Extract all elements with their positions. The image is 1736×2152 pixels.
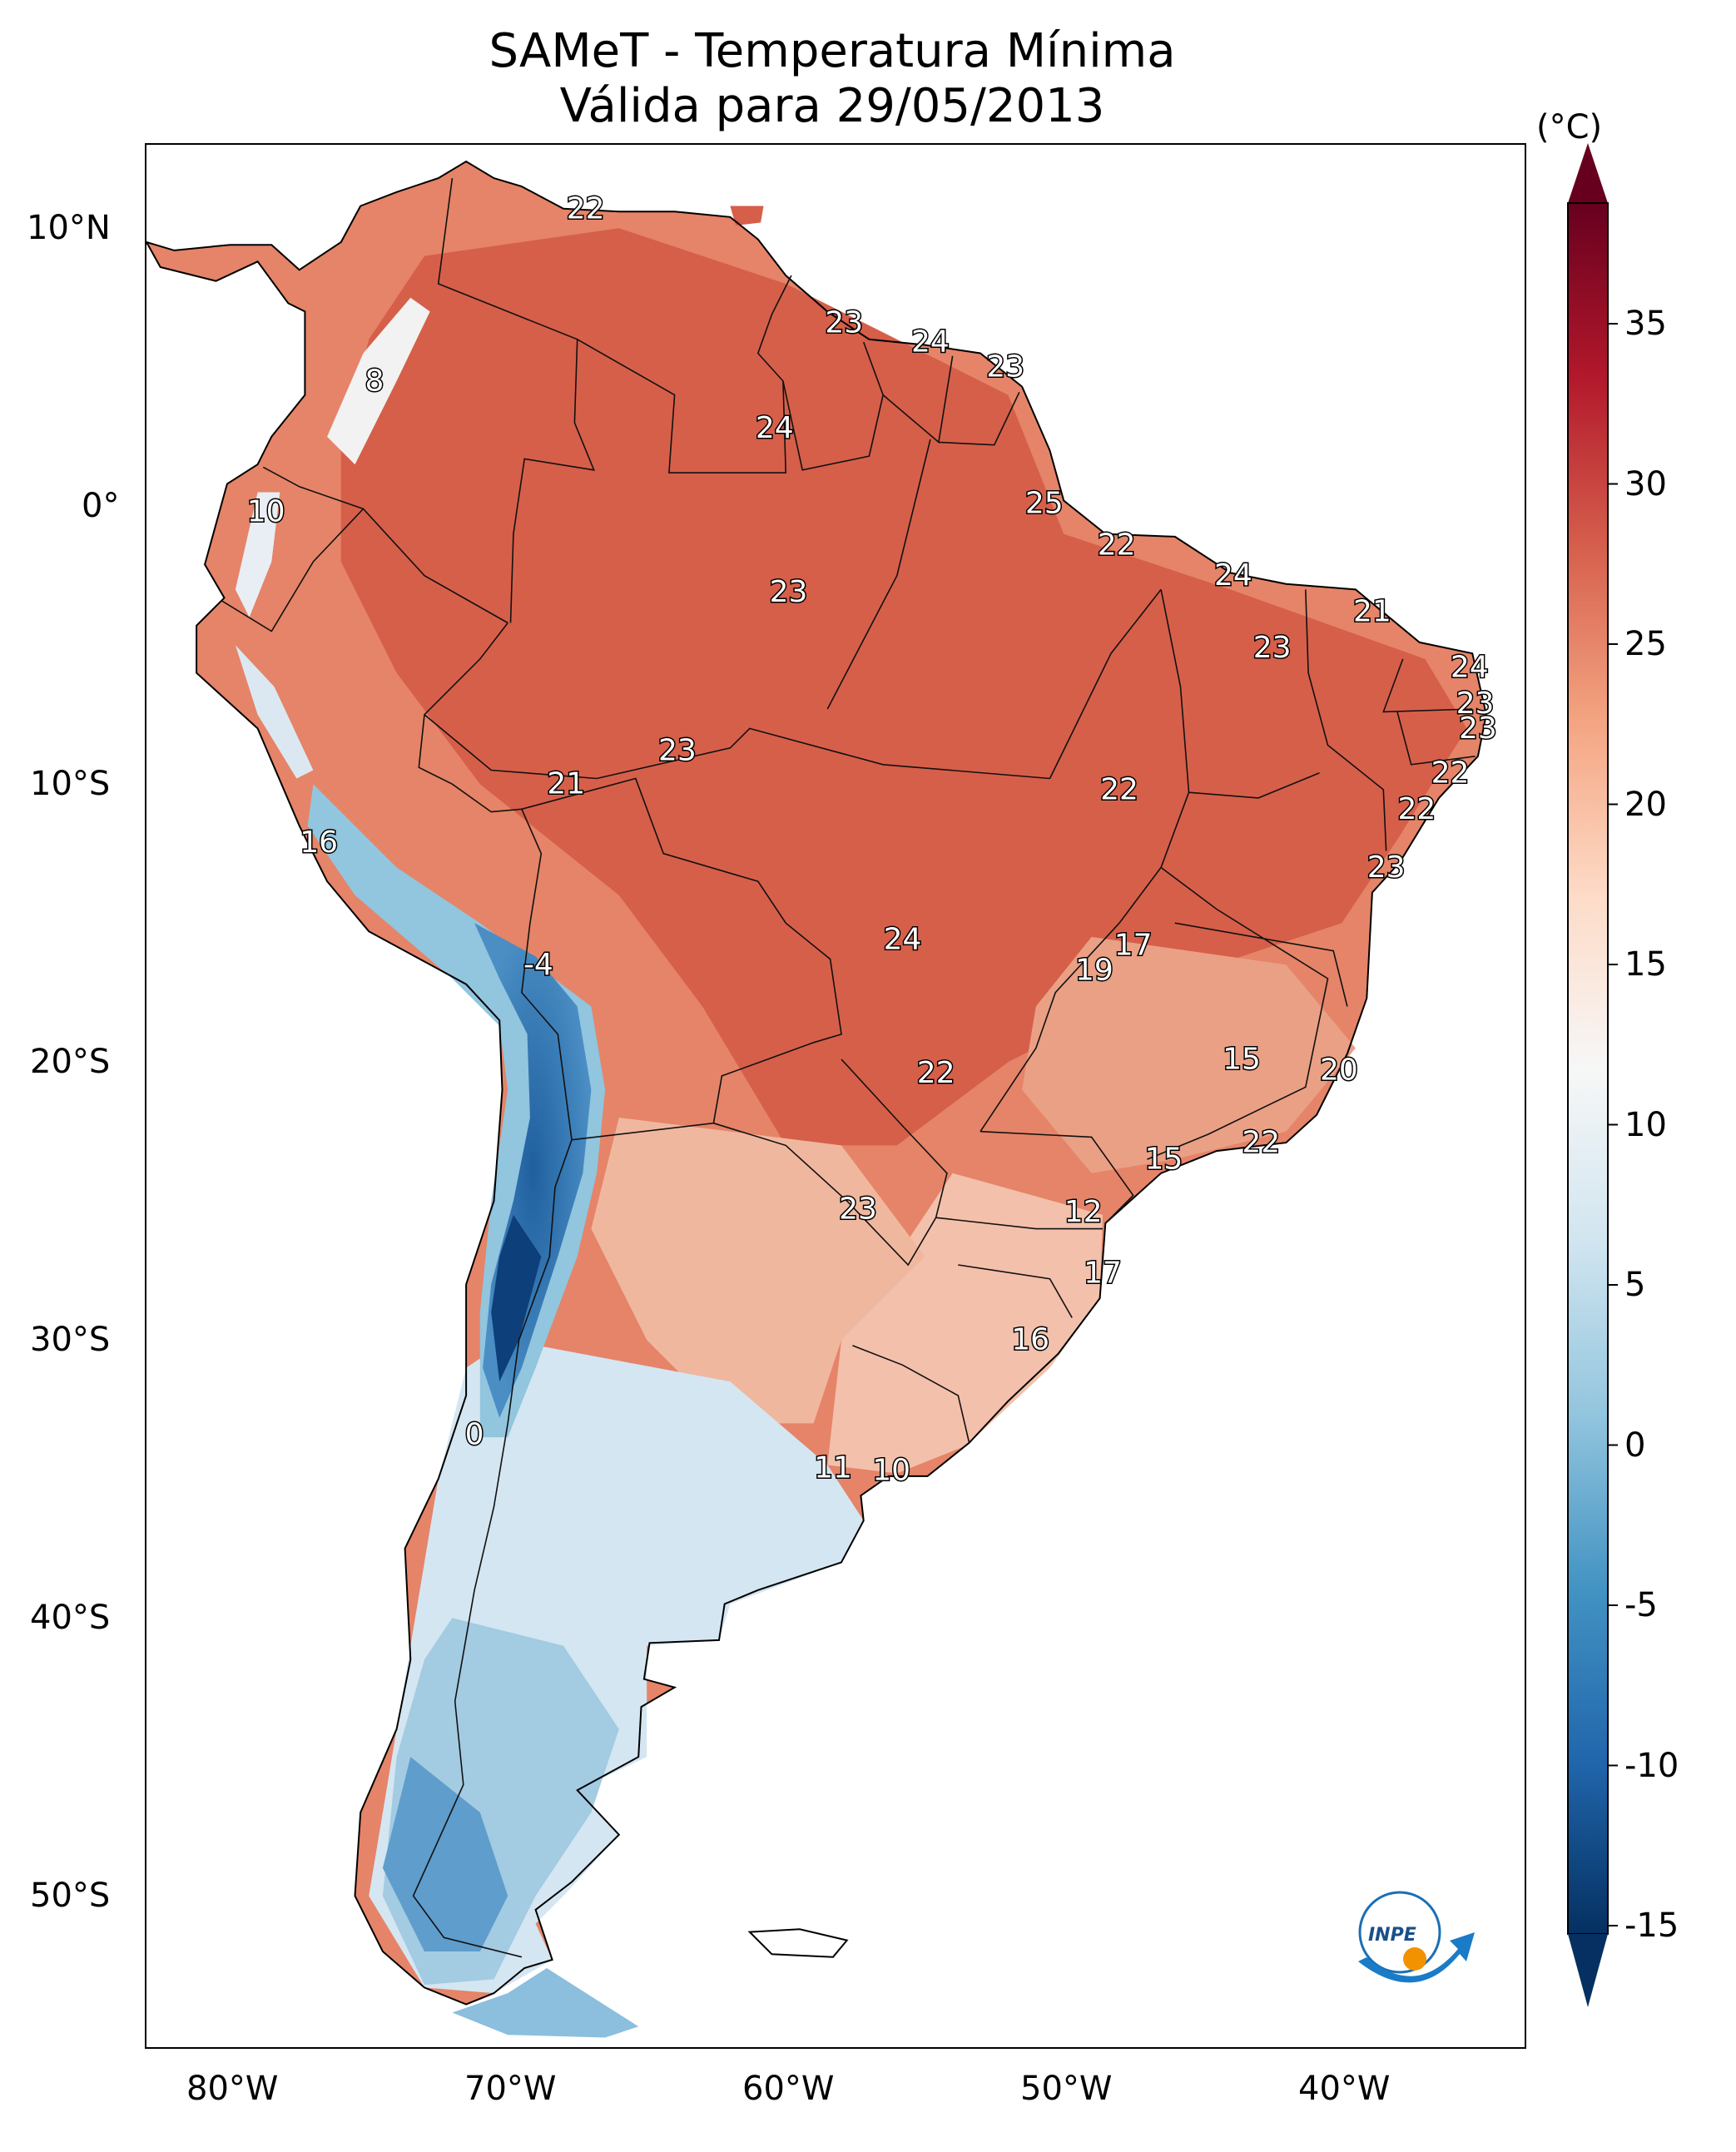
inpe-logo: INPE xyxy=(1358,1891,1475,1983)
station-label: 10 xyxy=(247,494,285,528)
lat-label-20s: 20°S xyxy=(30,1043,111,1081)
lat-label-30s: 30°S xyxy=(30,1321,111,1359)
map-panel[interactable]: 22 23 24 23 8 24 25 10 22 24 23 21 23 24 23 23 23 21 22 22 2… xyxy=(145,143,1526,2049)
map-subtitle: Válida para 29/05/2013 xyxy=(559,79,1105,133)
station-label: 22 xyxy=(917,1056,955,1090)
station-label: 24 xyxy=(756,411,794,445)
station-label: 23 xyxy=(1459,712,1497,746)
station-label: -4 xyxy=(523,948,553,982)
station-label: 25 xyxy=(1025,486,1064,520)
colorbar-tick-label: 25 xyxy=(1624,625,1667,663)
station-label: 23 xyxy=(839,1193,877,1227)
station-label: 8 xyxy=(365,364,384,398)
colorbar xyxy=(1567,143,1618,2007)
station-label: 24 xyxy=(911,325,950,359)
station-label: 22 xyxy=(1242,1126,1280,1160)
station-label: 21 xyxy=(547,767,585,801)
colorbar-tick-label: -10 xyxy=(1624,1746,1679,1785)
station-label: 22 xyxy=(1397,792,1436,826)
colorbar-tick-label: -5 xyxy=(1624,1586,1658,1624)
station-label: 23 xyxy=(986,350,1024,384)
station-label: 19 xyxy=(1075,954,1114,988)
station-label: 15 xyxy=(1144,1143,1183,1177)
colorbar-unit: (°C) xyxy=(1536,108,1603,146)
svg-text:INPE: INPE xyxy=(1368,1925,1416,1946)
borders-layer xyxy=(221,177,1476,1958)
lon-label-50w: 50°W xyxy=(1020,2070,1113,2108)
station-label: 20 xyxy=(1320,1054,1358,1088)
lat-label-40s: 40°S xyxy=(30,1599,111,1637)
station-label: 17 xyxy=(1084,1257,1122,1291)
station-label: 0 xyxy=(465,1417,484,1451)
station-label: 16 xyxy=(300,826,338,860)
lon-label-80w: 80°W xyxy=(186,2070,279,2108)
colorbar-tick-label: 15 xyxy=(1624,945,1667,984)
map-title: SAMeT - Temperatura Mínima xyxy=(489,24,1176,78)
lon-label-40w: 40°W xyxy=(1298,2070,1391,2108)
colorbar-tick-label: -15 xyxy=(1624,1907,1679,1945)
station-label: 15 xyxy=(1223,1042,1261,1076)
station-label: 12 xyxy=(1064,1195,1103,1229)
station-label: 10 xyxy=(872,1454,910,1488)
station-label: 24 xyxy=(1214,558,1252,593)
station-label: 21 xyxy=(1353,595,1391,629)
station-label: 23 xyxy=(1367,850,1406,885)
land-layer xyxy=(146,160,1487,2038)
lat-label-10n: 10°N xyxy=(27,209,111,247)
station-label: 22 xyxy=(1100,772,1138,806)
station-label: 11 xyxy=(814,1450,852,1485)
station-label: 16 xyxy=(1011,1323,1049,1357)
colorbar-tick-label: 0 xyxy=(1624,1426,1646,1465)
station-label: 22 xyxy=(1098,528,1136,563)
colorbar-gradient xyxy=(1567,202,1609,1935)
station-label: 24 xyxy=(1451,650,1489,684)
station-label: 23 xyxy=(658,734,697,768)
lat-label-50s: 50°S xyxy=(30,1877,111,1915)
colorbar-min-arrow xyxy=(1568,1934,1608,2007)
station-label: 23 xyxy=(770,575,808,609)
colorbar-tick-label: 10 xyxy=(1624,1105,1667,1144)
station-label: 22 xyxy=(1431,756,1470,790)
colorbar-tick-label: 5 xyxy=(1624,1266,1646,1304)
lon-label-70w: 70°W xyxy=(464,2070,557,2108)
lon-label-60w: 60°W xyxy=(742,2070,835,2108)
station-label: 17 xyxy=(1114,928,1153,962)
station-label: 23 xyxy=(825,305,863,340)
station-label: 22 xyxy=(567,191,605,226)
station-label: 24 xyxy=(884,923,922,957)
colorbar-max-arrow xyxy=(1568,143,1608,203)
colorbar-tick-label: 35 xyxy=(1624,305,1667,343)
lat-label-0: 0° xyxy=(82,487,120,525)
colorbar-tick-label: 20 xyxy=(1624,785,1667,824)
colorbar-tick-label: 30 xyxy=(1624,464,1667,503)
lat-label-10s: 10°S xyxy=(30,765,111,803)
station-label: 23 xyxy=(1456,687,1495,721)
station-label: 23 xyxy=(1253,631,1292,665)
